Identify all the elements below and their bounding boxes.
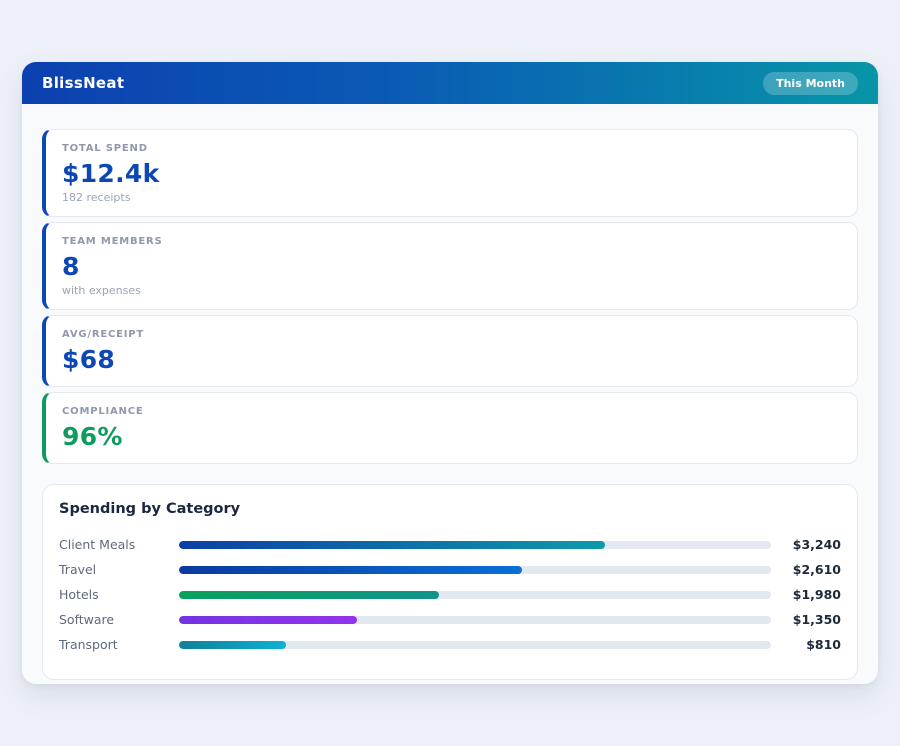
category-value: $1,350 (792, 612, 841, 627)
category-value: $810 (806, 637, 841, 652)
stat-card: TEAM MEMBERS 8 with expenses (42, 222, 858, 310)
chart-row: Client Meals $3,240 (59, 532, 841, 557)
bar-track (179, 615, 771, 624)
category-label: Client Meals (59, 537, 136, 552)
stats-list: TOTAL SPEND $12.4k 182 receipts TEAM MEM… (42, 129, 858, 464)
stat-label: COMPLIANCE (62, 406, 144, 417)
stat-subtext: with expenses (62, 284, 141, 297)
category-value: $2,610 (792, 562, 841, 577)
bar-fill (179, 615, 357, 624)
bar-fill (179, 590, 440, 599)
category-value: $3,240 (792, 537, 841, 552)
bar-fill (179, 640, 286, 649)
stat-value: $68 (62, 345, 116, 374)
bar-track (179, 590, 771, 599)
dashboard-card: BlissNeat This Month TOTAL SPEND $12.4k … (22, 62, 878, 684)
spending-chart-card: Spending by Category Client Meals $3,240… (42, 484, 858, 680)
stat-card: COMPLIANCE 96% (42, 392, 858, 464)
bar-fill (179, 565, 523, 574)
app-header: BlissNeat This Month (22, 62, 878, 104)
bar-track (179, 640, 771, 649)
stat-subtext: 182 receipts (62, 191, 131, 204)
stat-label: AVG/RECEIPT (62, 329, 145, 340)
chart-row: Transport $810 (59, 632, 841, 657)
chart-rows: Client Meals $3,240 Travel $2,610 Hotels… (59, 532, 841, 657)
bar-track (179, 540, 771, 549)
bar-fill (179, 540, 606, 549)
stat-value: $12.4k (62, 159, 160, 188)
stat-card: TOTAL SPEND $12.4k 182 receipts (42, 129, 858, 217)
app-title: BlissNeat (42, 74, 125, 92)
category-label: Travel (59, 562, 97, 577)
stat-card: AVG/RECEIPT $68 (42, 315, 858, 387)
bar-track (179, 565, 771, 574)
chart-title: Spending by Category (59, 501, 241, 517)
chart-row: Software $1,350 (59, 607, 841, 632)
stat-value: 8 (62, 252, 80, 281)
category-label: Software (59, 612, 115, 627)
stat-label: TEAM MEMBERS (62, 236, 163, 247)
category-label: Transport (59, 637, 118, 652)
chart-row: Hotels $1,980 (59, 582, 841, 607)
period-badge[interactable]: This Month (763, 71, 858, 95)
category-value: $1,980 (792, 587, 841, 602)
dashboard-body: TOTAL SPEND $12.4k 182 receipts TEAM MEM… (22, 104, 878, 684)
category-label: Hotels (59, 587, 99, 602)
stat-label: TOTAL SPEND (62, 143, 148, 154)
chart-row: Travel $2,610 (59, 557, 841, 582)
stat-value: 96% (62, 422, 123, 451)
